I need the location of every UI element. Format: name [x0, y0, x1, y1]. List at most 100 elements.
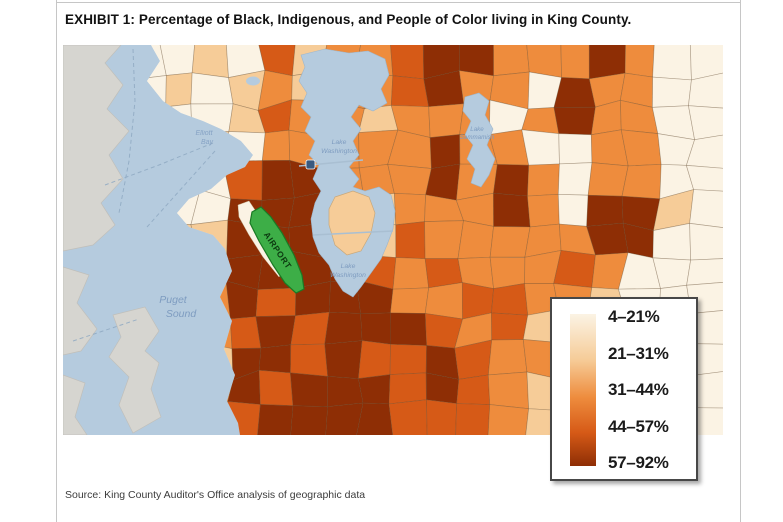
census-tract: [357, 374, 391, 405]
vashon-island: [108, 306, 162, 434]
census-tract: [290, 343, 329, 377]
census-tract: [620, 129, 662, 167]
census-tract: [358, 105, 399, 133]
legend-label-4: 44–57%: [608, 416, 669, 436]
svg-text:Washington: Washington: [321, 148, 357, 155]
water-labels: Elliott Bay Puget Sound Lake Washington …: [159, 126, 494, 320]
census-tract: [521, 107, 560, 135]
census-tract: [324, 402, 364, 435]
census-tract: [258, 344, 292, 374]
census-tract: [426, 399, 458, 435]
census-tract: [493, 164, 530, 197]
census-tract: [255, 315, 296, 349]
census-tract: [487, 404, 529, 435]
census-tract: [686, 258, 723, 286]
bridge-90: [312, 230, 394, 236]
svg-text:Sound: Sound: [166, 308, 198, 320]
census-tract: [424, 282, 463, 320]
census-tract: [395, 221, 426, 260]
svg-text:Bay: Bay: [201, 139, 214, 146]
census-tract: [493, 45, 530, 77]
census-tract: [521, 129, 560, 166]
census-tract: [652, 45, 692, 81]
airport-area: [249, 206, 305, 294]
census-tract: [191, 45, 229, 79]
census-tract: [624, 45, 655, 78]
census-tract: [258, 369, 294, 407]
census-tract: [255, 287, 297, 317]
lake-sammamish-label: Lake: [470, 126, 484, 133]
census-tract: [586, 194, 624, 227]
census-tract: [527, 163, 560, 197]
census-tract: [290, 311, 330, 346]
lake-washington-south-label: Lake: [341, 263, 356, 270]
census-tract: [489, 226, 531, 258]
census-tract: [357, 340, 391, 380]
census-tract: [558, 133, 593, 165]
outside-county-land: [63, 45, 162, 435]
mercer-island: [328, 190, 376, 256]
census-tract: [324, 311, 363, 345]
census-tract: [289, 405, 329, 435]
legend-label-5: 57–92%: [608, 453, 669, 472]
census-tract: [289, 372, 329, 407]
green-lake: [246, 76, 260, 86]
census-tract: [360, 312, 391, 345]
census-tract: [688, 71, 723, 110]
census-tract: [456, 374, 491, 405]
page-border-left: [56, 0, 57, 522]
census-tract: [324, 340, 363, 379]
census-tract: [587, 162, 629, 197]
census-tract: [557, 193, 589, 227]
census-tract: [387, 163, 432, 196]
census-tract: [390, 287, 430, 314]
elliott-bay-label: Elliott: [195, 130, 213, 137]
census-tract: [487, 339, 528, 376]
source-note: Source: King County Auditor's Office ana…: [65, 489, 366, 501]
lake-sammamish: [462, 92, 496, 188]
legend-label-1: 4–21%: [608, 307, 660, 326]
census-tract: [489, 256, 526, 290]
svg-text:Washington: Washington: [330, 272, 366, 279]
census-tract: [491, 312, 529, 341]
census-tract: [390, 75, 430, 108]
map-legend: 4–21% 21–31% 31–44% 44–57% 57–92%: [550, 297, 698, 481]
census-tract: [457, 220, 494, 259]
page-border-right: [740, 0, 741, 522]
census-tract: [355, 402, 394, 435]
census-tract: [327, 376, 364, 407]
census-tract: [393, 192, 426, 226]
census-tract: [261, 129, 291, 161]
choropleth-map: AIRPORT Elliott Bay Puget Sound Lake Was…: [63, 45, 723, 481]
census-tract: [392, 257, 430, 290]
exhibit-title: EXHIBIT 1: Percentage of Black, Indigeno…: [65, 12, 632, 27]
census-tract: [689, 223, 723, 261]
legend-label-3: 31–44%: [608, 380, 669, 399]
census-tract: [190, 72, 234, 105]
census-tract: [424, 220, 464, 260]
census-tract: [621, 163, 662, 200]
ferry-route-lines: [72, 48, 216, 342]
census-tract: [688, 105, 723, 141]
legend-gradient-bar: [570, 314, 596, 466]
census-tract: [487, 371, 529, 410]
lake-washington-north-label: Lake: [332, 139, 347, 146]
census-tract: [165, 72, 193, 108]
legend-label-2: 21–31%: [608, 343, 669, 363]
census-tract: [389, 45, 425, 80]
census-tract: [493, 192, 531, 228]
census-tract: [685, 165, 723, 193]
census-tract: [256, 404, 294, 435]
census-tract: [390, 312, 427, 346]
census-tract: [553, 77, 596, 108]
census-tract: [553, 250, 596, 288]
census-tract: [429, 134, 461, 169]
svg-text:Sammamish: Sammamish: [460, 134, 495, 141]
census-tract: [560, 45, 590, 80]
census-tract: [557, 162, 593, 196]
legend-labels: 4–21% 21–31% 31–44% 44–57% 57–92%: [608, 307, 669, 473]
census-tract: [652, 76, 692, 108]
highway-shield-icon: [305, 159, 316, 170]
puget-sound-label: Puget: [159, 294, 188, 306]
census-tract: [428, 103, 465, 138]
